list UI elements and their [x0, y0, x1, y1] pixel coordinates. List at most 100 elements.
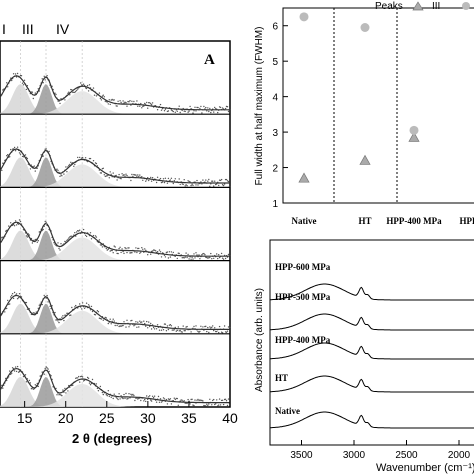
xrd-data-point [165, 398, 168, 401]
xrd-data-point [167, 328, 170, 331]
xrd-data-point [179, 329, 181, 332]
xrd-data-point [70, 314, 72, 316]
xrd-data-point [68, 164, 70, 167]
xrd-data-point [193, 253, 195, 255]
xrd-data-point [208, 110, 210, 113]
xrd-data-point [198, 254, 200, 256]
xrd-data-point [99, 385, 102, 388]
xrd-data-point [207, 326, 209, 329]
xrd-data-point [227, 326, 230, 328]
xrd-data-point [170, 177, 173, 179]
xrd-data-point [107, 103, 110, 105]
xrd-data-point [32, 97, 34, 100]
xrd-data-point [138, 175, 140, 178]
xrd-data-point [194, 257, 196, 259]
xrd-stacks [0, 41, 231, 407]
xrd-data-point [227, 110, 230, 113]
xrd-data-point [125, 102, 127, 104]
xrd-data-point [135, 247, 137, 249]
xrd-data-point [22, 156, 25, 158]
xrd-data-point [171, 329, 173, 331]
ftir-y-axis-label: Absorbance (arb. units) [254, 288, 265, 392]
fwhm-y-ticks: 1 2 3 4 5 6 [272, 22, 288, 210]
xrd-data-point [125, 247, 127, 250]
xrd-data-point [108, 177, 111, 179]
xrd-data-point [218, 404, 220, 406]
xrd-data-point [128, 101, 130, 103]
xrd-data-point [130, 179, 132, 182]
xrd-data-point [102, 167, 105, 169]
xrd-data-point [120, 178, 122, 180]
xrd-data-point [197, 106, 199, 109]
xrd-data-point [18, 152, 21, 154]
xrd-data-point [109, 318, 111, 320]
xrd-data-point [183, 330, 185, 332]
xrd-data-point [192, 184, 194, 187]
xrd-data-point [68, 237, 70, 239]
xrd-data-point [41, 78, 43, 80]
xrd-data-point [102, 393, 105, 396]
xrd-data-point [25, 235, 28, 237]
ftir-panel: HPP-600 MPa HPP-500 MPa HPP-400 MPa HT Nativ… [254, 239, 474, 474]
xrd-data-point [209, 185, 211, 187]
xrd-data-point [134, 251, 136, 253]
xrd-data-point [74, 232, 76, 234]
xrd-data-point [93, 94, 96, 96]
xrd-data-point [18, 219, 21, 221]
xrd-data-point [76, 231, 78, 233]
xrd-data-point [122, 324, 124, 327]
xrd-data-point [100, 244, 103, 246]
xrd-data-point [209, 398, 211, 400]
xrd-data-point [143, 400, 145, 402]
xrd-data-point [170, 325, 173, 327]
xrd-data-point [155, 401, 158, 403]
xrd-data-point [78, 230, 80, 232]
xrd-data-point [136, 326, 138, 328]
xrd-data-point [77, 88, 79, 90]
fwhm-legend: Peaks III [375, 1, 470, 12]
xrd-data-point [106, 175, 109, 177]
xrd-data-point [55, 93, 57, 96]
xrd-data-point [170, 403, 173, 405]
xrd-data-point [123, 102, 125, 104]
xrd-data-point [85, 235, 88, 238]
xrd-data-point [89, 157, 92, 160]
xrd-x-ticks: 15 20 25 30 35 40 [17, 401, 238, 426]
xrd-data-point [79, 156, 81, 159]
xrd-data-point [28, 234, 31, 236]
xrd-data-point [213, 398, 215, 401]
xrd-data-point [120, 101, 122, 104]
xrd-data-point [174, 111, 176, 114]
xrd-data-point [105, 317, 108, 319]
xrd-data-point [12, 73, 15, 75]
xrd-data-point [167, 110, 170, 112]
xrd-data-point [114, 246, 116, 248]
xrd-data-point [98, 239, 101, 241]
xrd-data-point [117, 252, 119, 255]
xrd-data-point [195, 110, 197, 112]
fwhm-frame [282, 7, 474, 204]
xrd-data-point [182, 325, 184, 327]
xrd-data-point [219, 106, 222, 109]
xrd-data-point [209, 107, 211, 110]
xrd-data-point [59, 249, 61, 251]
xrd-data-point [200, 105, 202, 108]
xrd-data-point [125, 392, 127, 395]
xrd-data-point [69, 236, 71, 238]
xrd-data-point [179, 183, 181, 186]
xrd-data-point [181, 331, 183, 333]
xrd-data-point [19, 220, 22, 223]
xrd-data-point [211, 404, 213, 406]
xrd-data-point [95, 236, 98, 238]
xrd-data-point [69, 94, 71, 96]
xrd-data-point [59, 175, 61, 178]
xrd-data-point [141, 247, 143, 249]
xrd-data-point [225, 178, 228, 181]
xrd-data-point [50, 375, 52, 377]
xrd-data-point [43, 294, 45, 297]
xrd-fit-component [0, 230, 230, 261]
xrd-data-point [86, 84, 89, 87]
xrd-data-point [147, 107, 149, 109]
xrd-data-point [112, 318, 114, 320]
xrd-data-point [181, 109, 183, 112]
